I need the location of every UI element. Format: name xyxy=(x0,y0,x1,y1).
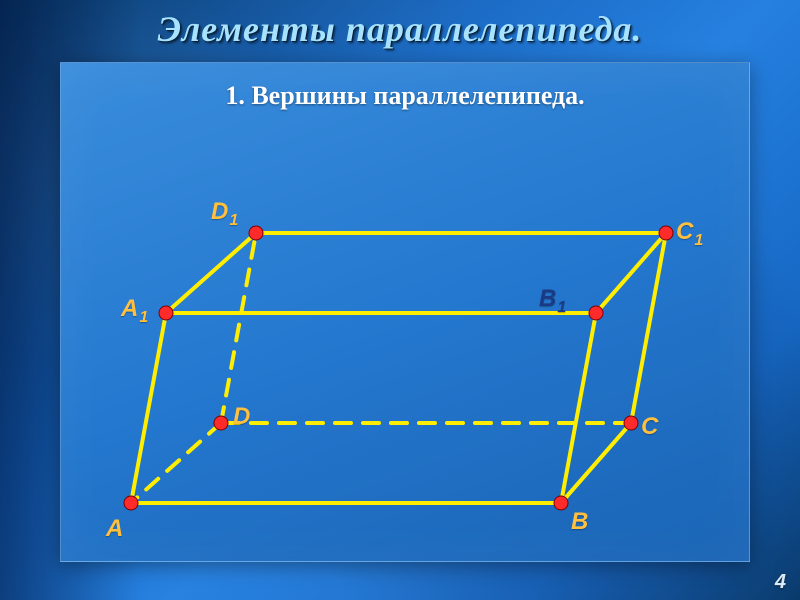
vertex-label-A1: A1 xyxy=(121,295,147,323)
vertex-D1 xyxy=(249,226,263,240)
content-panel: 1. Вершины параллелепипеда. ABCDA1B1C1D1 xyxy=(60,62,750,562)
vertex-label-B1: B1 xyxy=(539,285,565,313)
slide-number: 4 xyxy=(775,571,786,594)
vertex-label-D: D xyxy=(233,403,250,431)
vertex-A xyxy=(124,496,138,510)
vertex-label-D1: D1 xyxy=(211,198,237,226)
vertex-label-C: C xyxy=(641,413,658,441)
vertex-B xyxy=(554,496,568,510)
vertex-label-B: B xyxy=(571,508,588,536)
parallelepiped-diagram xyxy=(61,63,751,563)
edge-B-B1 xyxy=(561,313,596,503)
vertex-D xyxy=(214,416,228,430)
vertex-C xyxy=(624,416,638,430)
edge-A-A1 xyxy=(131,313,166,503)
edge-C-C1 xyxy=(631,233,666,423)
vertex-C1 xyxy=(659,226,673,240)
vertex-label-A: A xyxy=(106,515,123,543)
slide-title: Элементы параллелепипеда. xyxy=(158,8,643,50)
vertex-A1 xyxy=(159,306,173,320)
vertex-B1 xyxy=(589,306,603,320)
vertex-label-C1: C1 xyxy=(676,218,702,246)
